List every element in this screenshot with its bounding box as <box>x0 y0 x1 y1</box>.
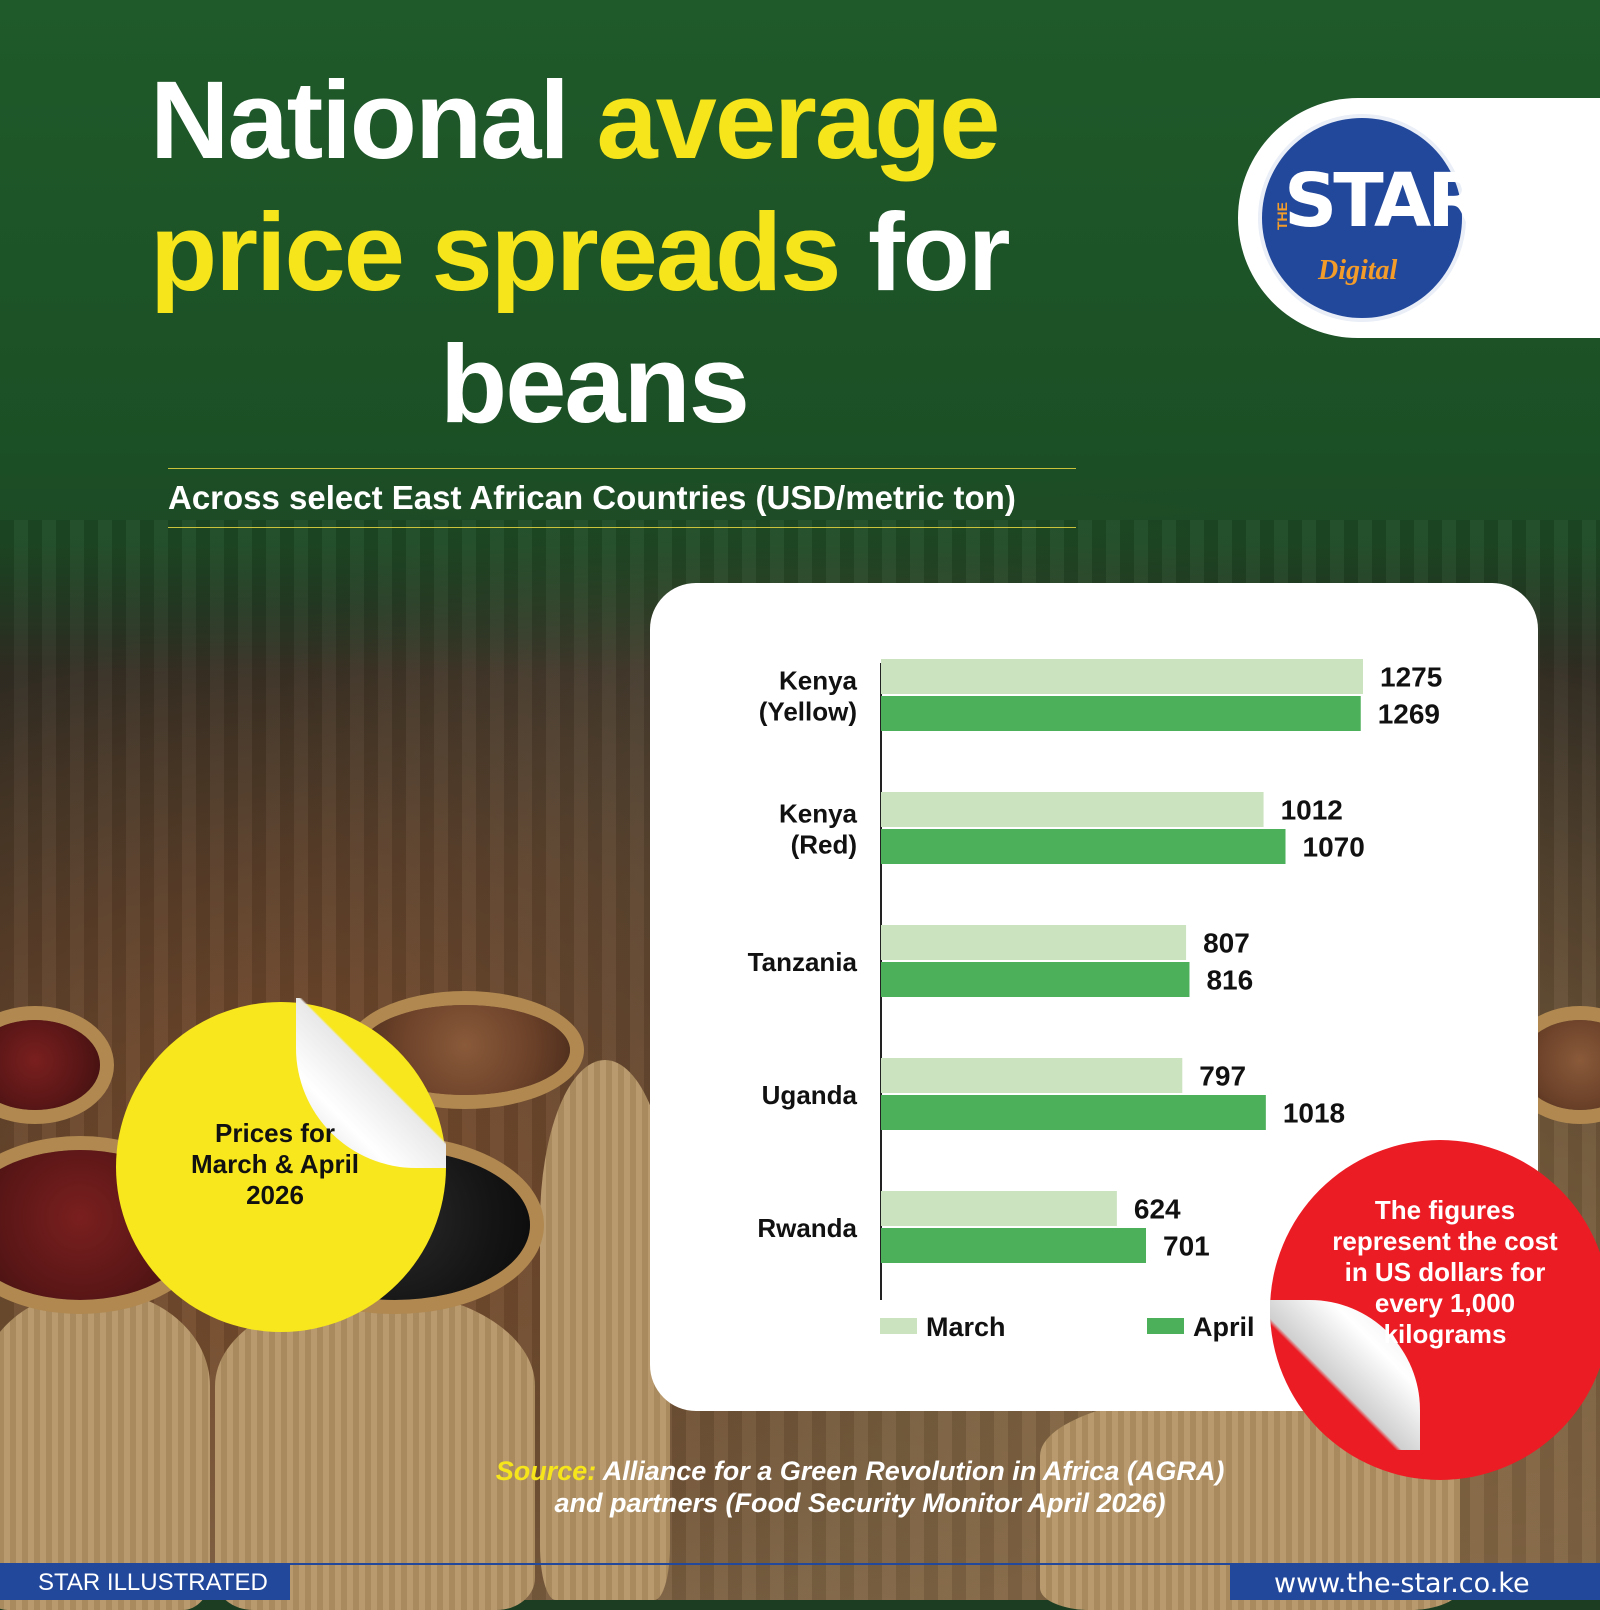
bar-march <box>881 1058 1183 1093</box>
data-label: 1018 <box>1283 1098 1345 1129</box>
sack <box>215 1290 535 1610</box>
title-part: National <box>150 59 597 182</box>
legend-swatch-april <box>1147 1318 1184 1334</box>
data-label: 1275 <box>1380 662 1442 693</box>
data-label: 797 <box>1199 1061 1246 1092</box>
footer-right[interactable]: www.the-star.co.ke <box>1230 1565 1600 1600</box>
subtitle-band: Across select East African Countries (US… <box>168 468 1076 528</box>
bar-april <box>881 1095 1266 1130</box>
category-label: Tanzania <box>748 947 858 977</box>
bar-march <box>881 1191 1117 1226</box>
yellow-badge-text: Prices for March & April 2026 <box>190 1118 360 1210</box>
legend-label-april: April <box>1193 1312 1255 1342</box>
bar-march <box>881 659 1363 694</box>
bar-march <box>881 792 1264 827</box>
category-label: (Red) <box>791 830 857 860</box>
title-highlight: price spreads <box>150 191 841 314</box>
sack <box>0 1290 210 1610</box>
title-highlight: average <box>596 59 1001 182</box>
bar-april <box>881 829 1286 864</box>
data-label: 807 <box>1203 928 1250 959</box>
source-text: Alliance for a Green Revolution in Afric… <box>554 1456 1225 1518</box>
category-label: Kenya <box>779 799 858 829</box>
logo-star-text: STAR <box>1284 158 1484 244</box>
star-logo <box>1262 118 1462 318</box>
category-label: Kenya <box>779 666 858 696</box>
bar-april <box>881 1228 1147 1263</box>
footer-rule <box>0 1563 1600 1565</box>
category-label: (Yellow) <box>759 697 857 727</box>
title-part: for <box>839 191 1011 314</box>
data-label: 1269 <box>1378 699 1440 730</box>
source-label: Source: <box>495 1456 597 1486</box>
data-label: 701 <box>1163 1231 1210 1262</box>
website-link[interactable]: www.the-star.co.ke <box>1274 1568 1530 1599</box>
legend-label-march: March <box>926 1312 1006 1342</box>
bean-bowl <box>0 1020 100 1110</box>
bar-april <box>881 696 1361 731</box>
title-part: beans <box>440 323 750 446</box>
sack <box>540 1060 670 1600</box>
bar-chart: 12751269Kenya(Yellow)10121070Kenya(Red)8… <box>748 659 1442 1342</box>
subtitle: Across select East African Countries (US… <box>168 479 1016 516</box>
legend-swatch-march <box>880 1318 917 1334</box>
footer-left-text: STAR ILLUSTRATED <box>38 1569 268 1596</box>
data-label: 1012 <box>1281 795 1343 826</box>
bar-march <box>881 925 1187 960</box>
data-label: 816 <box>1206 965 1253 996</box>
category-label: Rwanda <box>757 1213 857 1243</box>
data-label: 1070 <box>1303 832 1365 863</box>
category-label: Uganda <box>762 1080 858 1110</box>
logo-digital-text: Digital <box>1318 255 1398 286</box>
footer-left: STAR ILLUSTRATED <box>0 1565 290 1600</box>
data-label: 624 <box>1134 1194 1181 1225</box>
red-badge-text: The figures represent the cost in US dol… <box>1332 1195 1558 1349</box>
page-title: National average price spreads for beans <box>150 55 1070 451</box>
bar-april <box>881 962 1190 997</box>
source-note: Source: Alliance for a Green Revolution … <box>470 1455 1250 1519</box>
